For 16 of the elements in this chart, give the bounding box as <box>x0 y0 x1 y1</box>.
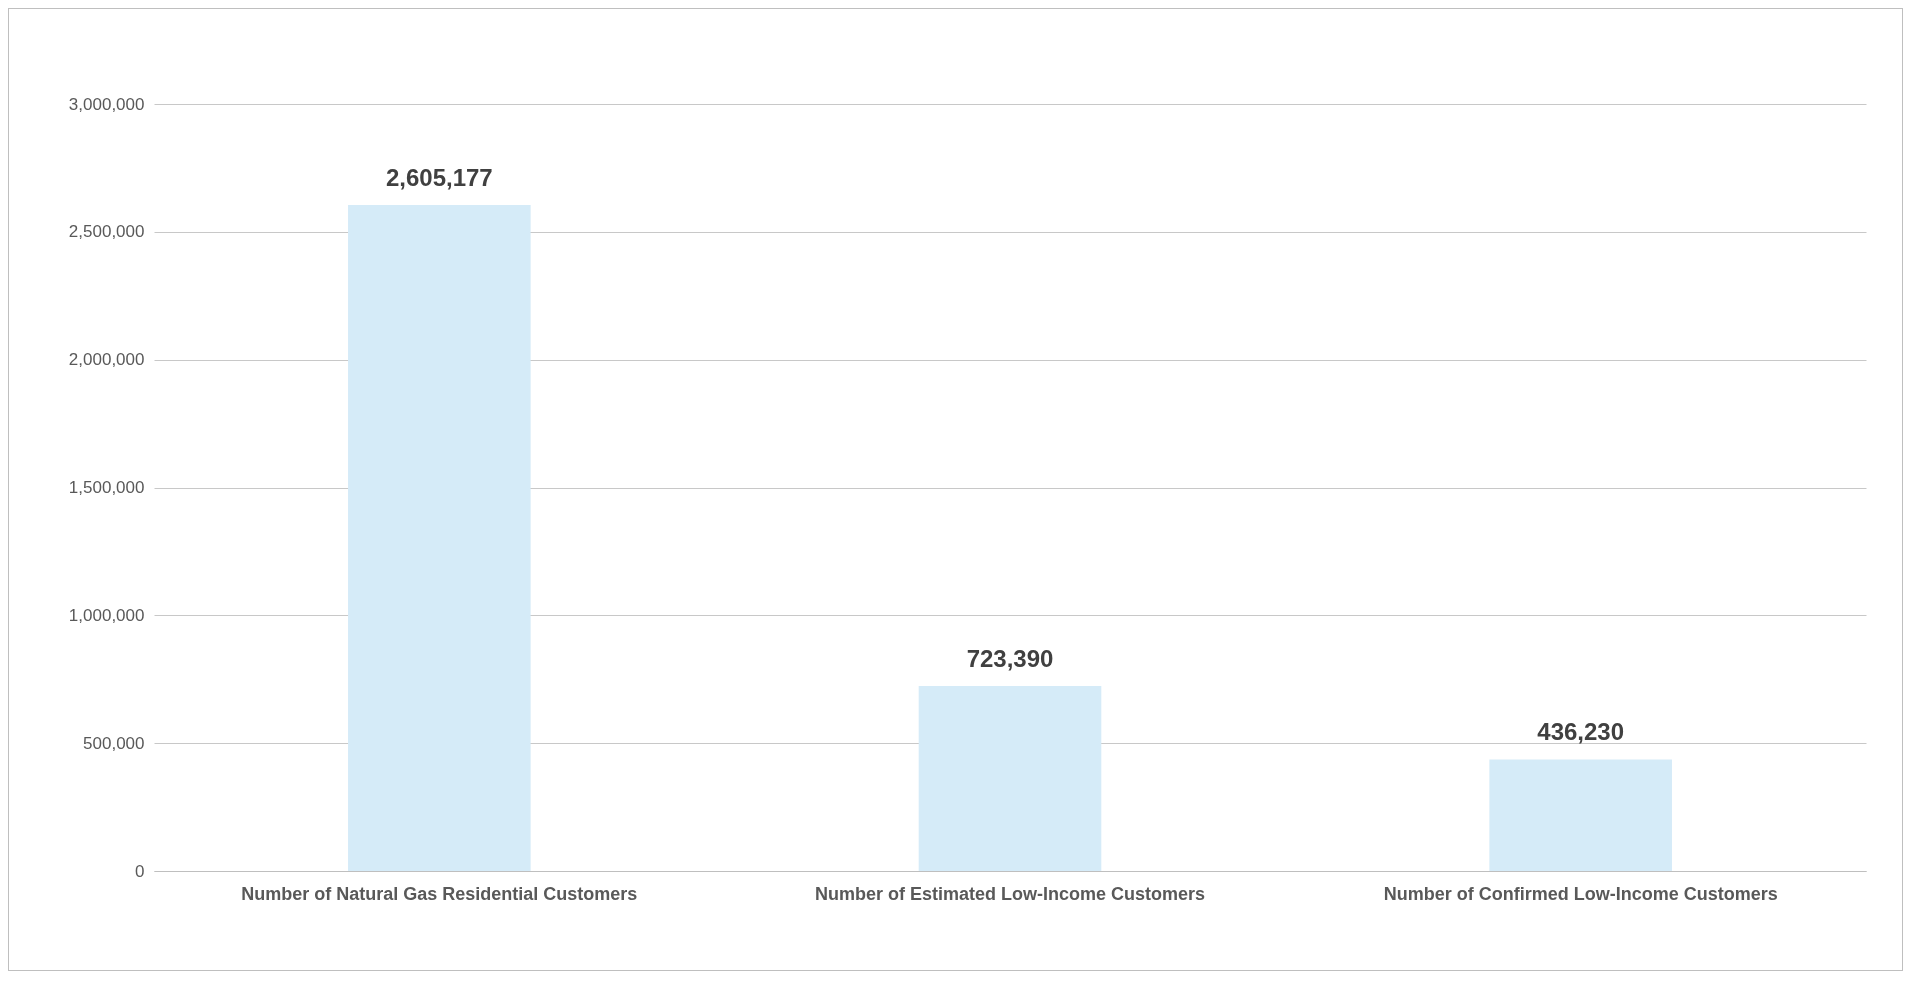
y-tick-label: 1,000,000 <box>68 605 145 625</box>
y-tick-label: 2,000,000 <box>68 350 145 370</box>
bar <box>1489 759 1672 871</box>
x-tick-label: Number of Natural Gas Residential Customers <box>241 883 638 904</box>
y-tick-label: 0 <box>135 861 145 881</box>
bar <box>918 686 1102 871</box>
y-tick-label: 500,000 <box>83 733 145 753</box>
y-tick-label: 1,500,000 <box>68 478 145 497</box>
data-label: 723,390 <box>966 645 1054 673</box>
data-label: 2,605,177 <box>385 163 493 191</box>
y-tick-label: 2,500,000 <box>68 222 145 242</box>
data-label: 436,230 <box>1537 718 1625 746</box>
x-tick-label: Number of Confirmed Low-Income Customers <box>1383 883 1778 904</box>
y-tick-label: 3,000,000 <box>68 94 145 114</box>
x-tick-label: Number of Estimated Low-Income Customers <box>814 883 1206 904</box>
bar <box>348 204 531 871</box>
